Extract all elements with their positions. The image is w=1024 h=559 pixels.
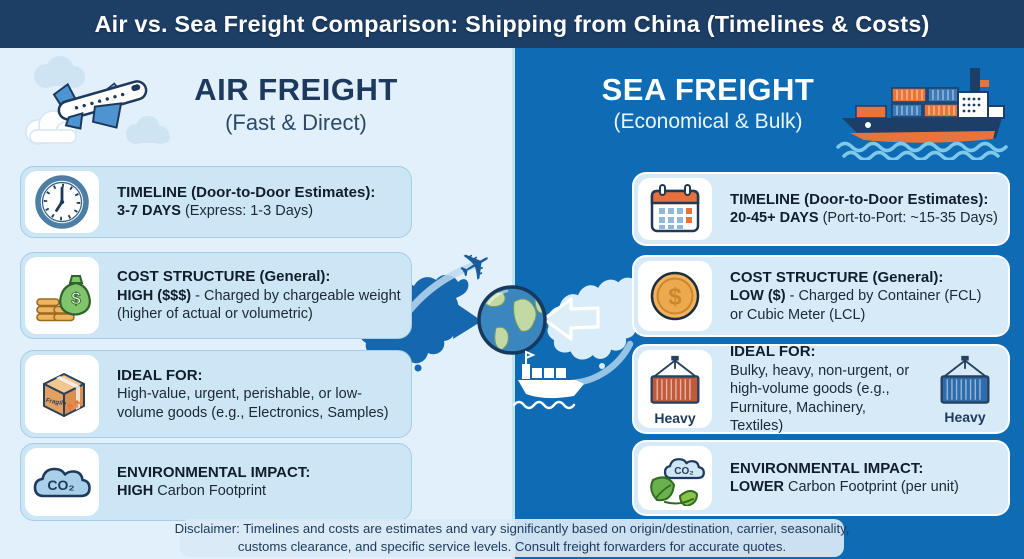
title-banner: Air vs. Sea Freight Comparison: Shipping… <box>0 0 1024 48</box>
package-icon: Fragile <box>43 373 85 417</box>
co2-leaf-icon: CO₂ <box>650 458 705 506</box>
disclaimer-line-2: customs clearance, and specific service … <box>237 539 787 554</box>
china-map-right <box>547 277 649 369</box>
clock-icon <box>35 175 89 229</box>
cargo-ship-icon <box>512 350 584 410</box>
heavy-label: Heavy <box>944 409 986 425</box>
svg-text:$: $ <box>668 284 682 311</box>
card-title: ENVIRONMENTAL IMPACT: <box>117 463 311 481</box>
sea-timeline-card: TIMELINE (Door-to-Door Estimates): 20-45… <box>632 172 1010 246</box>
container-ship-illustration <box>836 68 1008 160</box>
card-title: TIMELINE (Door-to-Door Estimates): <box>117 183 376 201</box>
air-heading: AIR FREIGHT <box>194 72 398 107</box>
globe-icon <box>477 285 547 355</box>
air-subheading: (Fast & Direct) <box>225 110 367 135</box>
svg-text:CO₂: CO₂ <box>47 477 74 493</box>
sea-cost-card: $ COST STRUCTURE (General): LOW ($) - Ch… <box>632 255 1010 337</box>
svg-text:CO₂: CO₂ <box>674 466 693 477</box>
heavy-label: Heavy <box>654 409 696 426</box>
card-title: COST STRUCTURE (General): <box>730 268 944 286</box>
card-body: 3-7 DAYS (Express: 1-3 Days) <box>117 203 314 220</box>
sea-environment-card: CO₂ ENVIRONMENTAL IMPACT: LOWER Carbon F… <box>632 440 1010 516</box>
card-body: 20-45+ DAYS (Port-to-Port: ~15-35 Days) <box>730 210 998 227</box>
co2-cloud-icon: CO₂ <box>33 467 91 498</box>
calendar-icon <box>650 184 700 233</box>
airplane-illustration <box>25 56 170 145</box>
sea-arrow-icon <box>542 297 600 341</box>
disclaimer-line-1: Disclaimer: Timelines and costs are esti… <box>174 520 850 536</box>
sea-heading: SEA FREIGHT <box>601 72 815 107</box>
svg-text:$: $ <box>71 289 81 308</box>
coin-icon: $ <box>650 271 700 321</box>
sea-subheading: (Economical & Bulk) <box>613 110 803 133</box>
china-globe-routes-illustration: ✈ <box>358 238 649 410</box>
money-bag-icon: $ <box>36 274 91 321</box>
sea-freight-header: SEA FREIGHT (Economical & Bulk) <box>540 72 876 134</box>
container-icon-blue <box>940 355 990 404</box>
card-body: LOW ($) - Charged by Container (FCL) or … <box>730 288 982 323</box>
air-environment-card: CO₂ ENVIRONMENTAL IMPACT: HIGH Carbon Fo… <box>20 443 412 521</box>
air-freight-header: AIR FREIGHT (Fast & Direct) <box>178 72 414 136</box>
air-timeline-card: TIMELINE (Door-to-Door Estimates): 3-7 D… <box>20 166 412 238</box>
cloud-icon <box>126 116 170 144</box>
container-icon <box>650 355 700 404</box>
card-body: Bulky, heavy, non-urgent, or high-volume… <box>730 362 910 435</box>
air-cost-card: $ COST STRUCTURE (General): HIGH ($$$) -… <box>20 252 412 339</box>
card-title: COST STRUCTURE (General): <box>117 268 331 286</box>
card-title: IDEAL FOR: <box>117 366 203 384</box>
card-body: LOWER Carbon Footprint (per unit) <box>730 479 959 496</box>
disclaimer: Disclaimer: Timelines and costs are esti… <box>175 519 849 557</box>
air-arrow-icon <box>421 302 482 339</box>
air-ideal-for-card: Fragile IDEAL FOR: High-value, urgent, p… <box>20 350 412 438</box>
cloud-icon <box>34 56 85 88</box>
card-body: HIGH Carbon Footprint <box>117 483 267 500</box>
card-body: HIGH ($$$) - Charged by chargeable weigh… <box>117 287 401 323</box>
card-body: High-value, urgent, perishable, or low-v… <box>117 386 389 421</box>
sea-ideal-for-card: Heavy IDEAL FOR: Bulky, heavy, non-urgen… <box>632 343 1010 435</box>
card-title: ENVIRONMENTAL IMPACT: <box>730 459 924 477</box>
waves-icon <box>836 141 1008 160</box>
svg-text:Fragile: Fragile <box>45 397 67 408</box>
card-title: TIMELINE (Door-to-Door Estimates): <box>730 190 989 208</box>
page-title: Air vs. Sea Freight Comparison: Shipping… <box>94 10 930 37</box>
card-title: IDEAL FOR: <box>730 343 816 361</box>
